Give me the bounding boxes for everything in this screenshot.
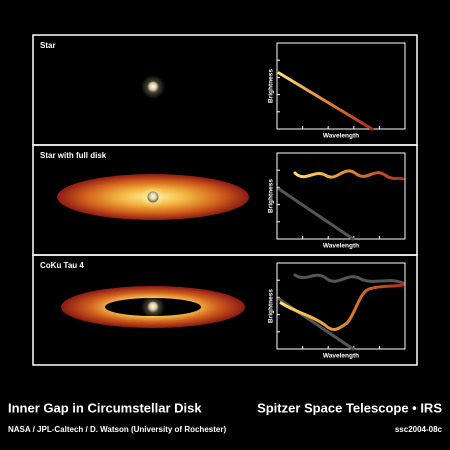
y-axis-label: Brightness <box>268 179 275 213</box>
x-axis-label: Wavelength <box>323 353 359 360</box>
footer-credit: NASA / JPL-Caltech / D. Watson (Universi… <box>8 425 226 434</box>
footer-id: ssc2004-08c <box>395 425 443 434</box>
curve <box>293 169 405 181</box>
panel-label: CoKu Tau 4 <box>40 261 84 270</box>
x-axis-label: Wavelength <box>323 133 359 140</box>
panel-label: Star <box>40 41 56 50</box>
graph-frame <box>276 42 406 130</box>
star <box>147 301 159 313</box>
footer-title: Inner Gap in Circumstellar Disk <box>8 400 202 415</box>
y-axis-label: Brightness <box>268 289 275 323</box>
curve <box>277 71 374 131</box>
star <box>147 191 159 203</box>
star-curve <box>277 187 355 241</box>
x-axis-label: Wavelength <box>323 243 359 250</box>
graph-frame <box>276 152 406 240</box>
star <box>147 81 159 93</box>
full-disk-curve <box>293 273 405 285</box>
y-axis-label: Brightness <box>268 69 275 103</box>
panel-label: Star with full disk <box>40 151 107 160</box>
panel-frame <box>32 254 418 366</box>
footer-telescope: Spitzer Space Telescope • IRS <box>257 400 442 415</box>
curve <box>279 283 405 331</box>
